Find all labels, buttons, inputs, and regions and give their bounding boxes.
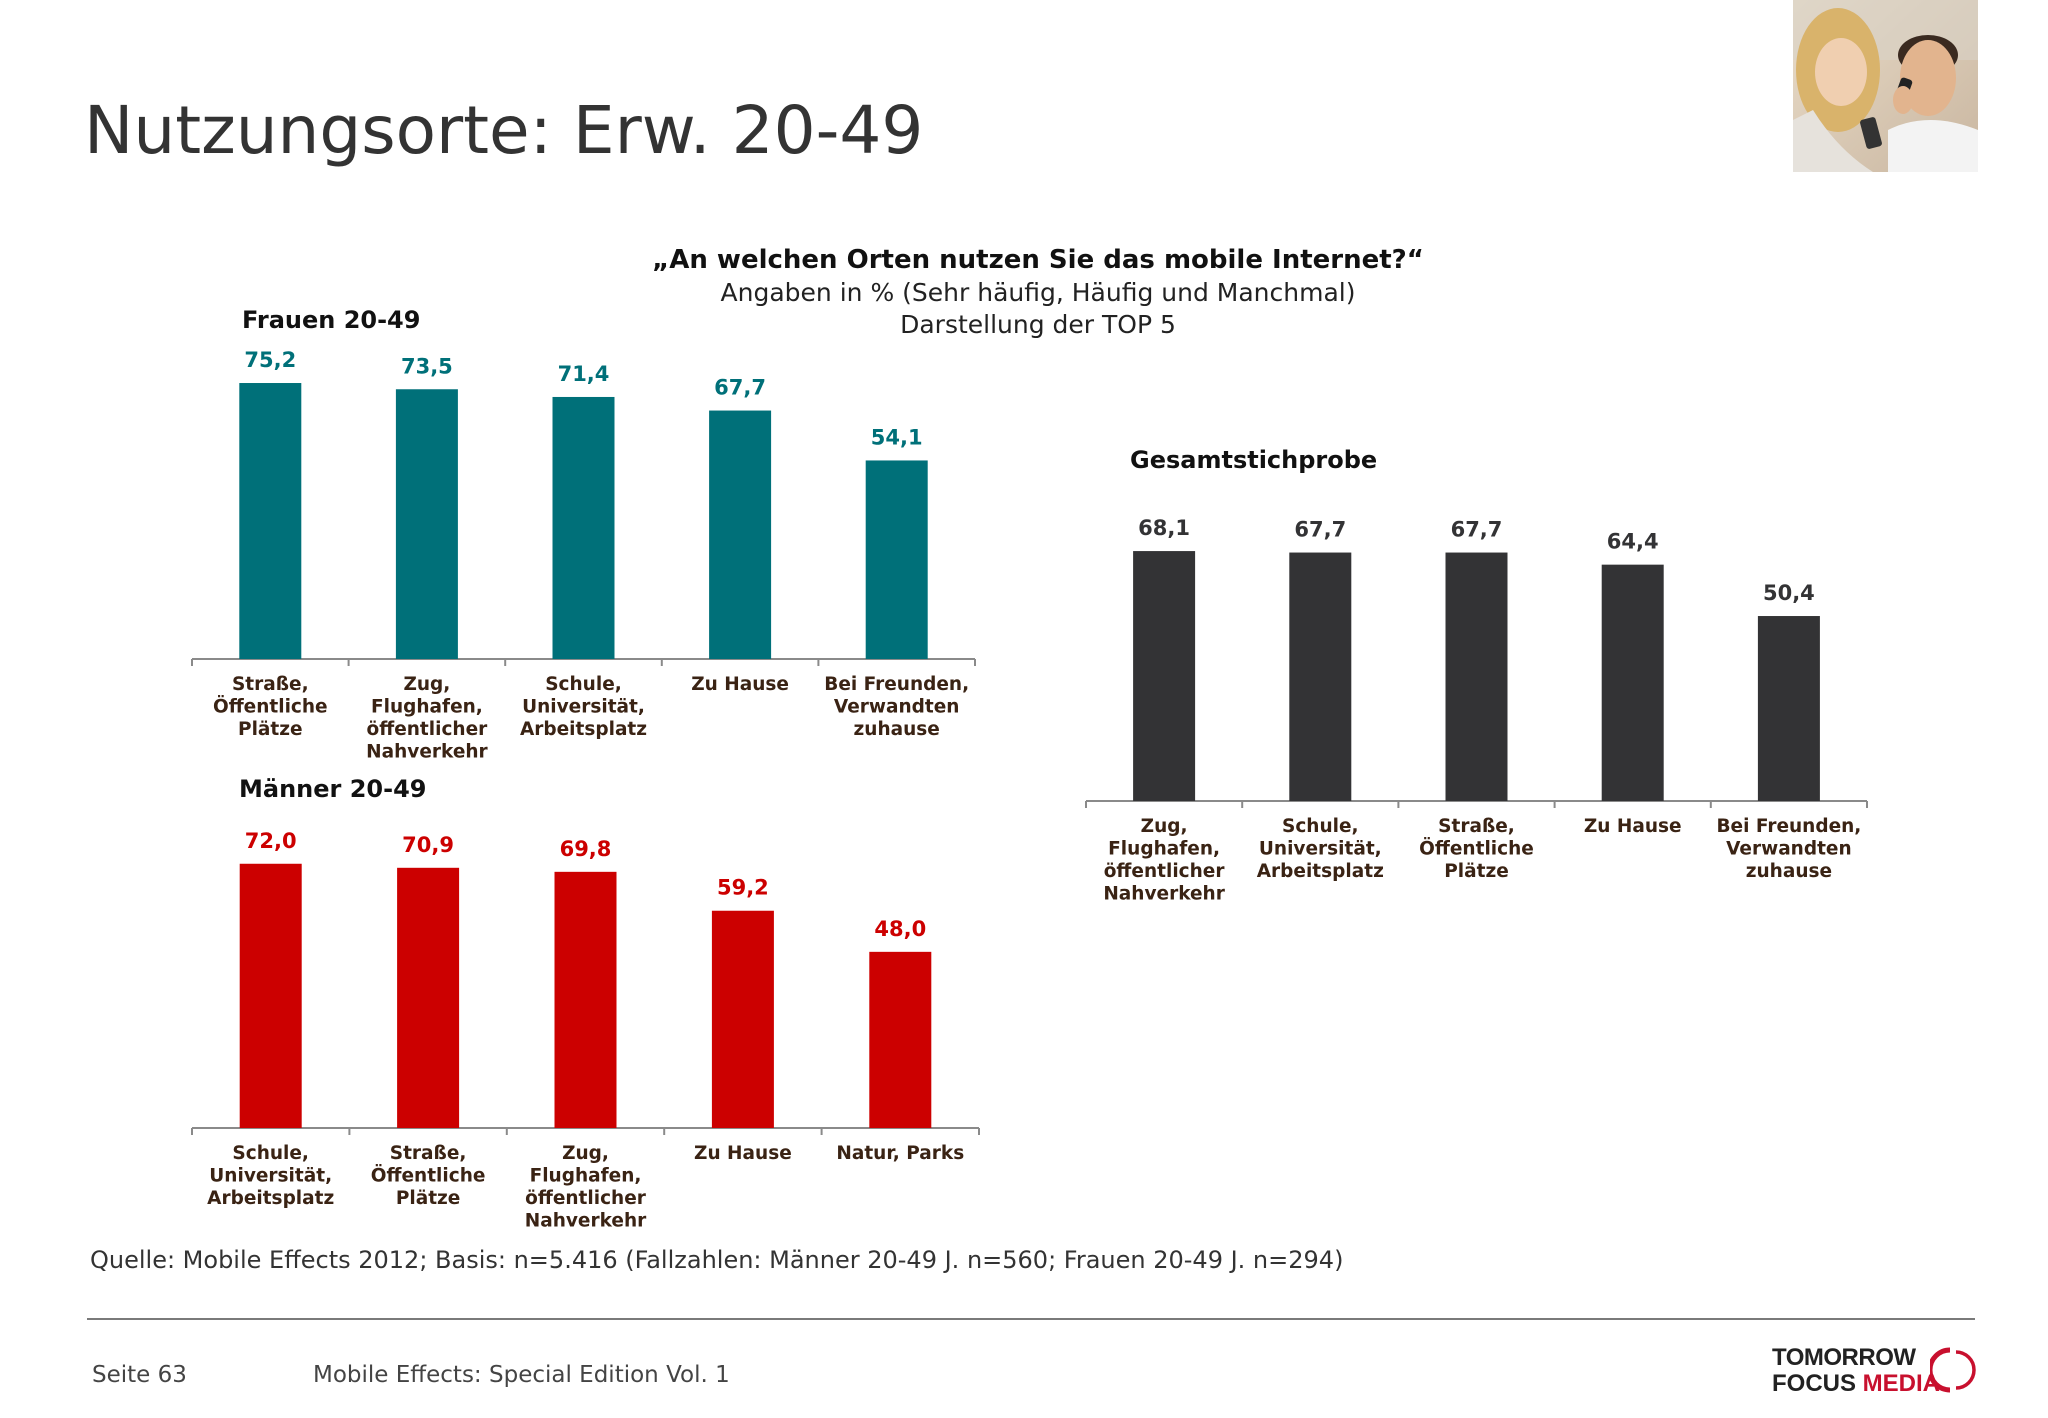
frauen-category-label: Nahverkehr — [366, 742, 488, 763]
frauen-value-label: 73,5 — [401, 354, 453, 378]
header-photo — [1793, 0, 1978, 172]
frauen-category-label: Zug, — [403, 674, 450, 695]
maenner-category-label: Plätze — [396, 1188, 461, 1209]
frauen-category-label: Verwandten — [834, 697, 960, 718]
frauen-category-label: Öffentliche — [213, 696, 328, 718]
frauen-bar — [709, 410, 772, 659]
maenner-bar — [554, 871, 617, 1128]
gesamt-category-label: Bei Freunden, — [1716, 816, 1861, 837]
frauen-value-label: 75,2 — [244, 348, 296, 372]
maenner-category-label: Nahverkehr — [525, 1211, 647, 1232]
frauen-category-label: Arbeitsplatz — [520, 719, 647, 740]
maenner-category-label: Natur, Parks — [836, 1143, 964, 1164]
gesamt-bar — [1133, 551, 1196, 801]
maenner-value-label: 70,9 — [402, 833, 454, 857]
logo-text-media: MEDIA — [1862, 1370, 1941, 1397]
maenner-bar — [711, 910, 774, 1128]
chart-title-frauen: Frauen 20-49 — [242, 306, 421, 334]
gesamt-category-label: Schule, — [1282, 816, 1359, 837]
maenner-value-label: 59,2 — [717, 876, 769, 900]
frauen-category-label: zuhause — [854, 719, 940, 740]
frauen-value-label: 54,1 — [871, 425, 923, 449]
gesamt-value-label: 67,7 — [1451, 518, 1503, 542]
frauen-category-label: Zu Hause — [691, 674, 789, 695]
gesamt-category-label: Universität, — [1259, 839, 1382, 860]
gesamt-category-label: Arbeitsplatz — [1257, 861, 1384, 882]
frauen-value-label: 67,7 — [714, 376, 766, 400]
frauen-category-label: öffentlicher — [367, 719, 489, 740]
maenner-value-label: 72,0 — [245, 829, 297, 853]
maenner-bar — [397, 867, 460, 1128]
logo-text-line1: TOMORROW — [1772, 1344, 1916, 1371]
gesamt-value-label: 64,4 — [1607, 530, 1659, 554]
gesamt-category-label: zuhause — [1746, 861, 1832, 882]
maenner-value-label: 69,8 — [560, 837, 612, 861]
frauen-category-label: Plätze — [238, 719, 303, 740]
maenner-category-label: Straße, — [390, 1143, 467, 1164]
gesamt-category-label: Zu Hause — [1584, 816, 1682, 837]
gesamt-category-label: Flughafen, — [1108, 839, 1220, 860]
frauen-category-label: Bei Freunden, — [824, 674, 969, 695]
gesamt-bar — [1757, 616, 1820, 801]
publication-title: Mobile Effects: Special Edition Vol. 1 — [313, 1362, 730, 1388]
gesamt-category-label: Öffentliche — [1419, 838, 1534, 860]
maenner-category-label: Zu Hause — [694, 1143, 792, 1164]
chart-title-maenner: Männer 20-49 — [239, 775, 427, 803]
frauen-category-label: Straße, — [232, 674, 309, 695]
frauen-bar — [552, 396, 615, 659]
maenner-category-label: Schule, — [232, 1143, 309, 1164]
frauen-bar — [239, 383, 302, 659]
page-title: Nutzungsorte: Erw. 20-49 — [84, 92, 924, 169]
frauen-bar — [395, 389, 458, 659]
frauen-bar — [865, 460, 928, 659]
maenner-bar — [239, 863, 302, 1128]
frauen-category-label: Universität, — [522, 697, 645, 718]
question-note: Darstellung der TOP 5 — [900, 310, 1176, 339]
gesamt-category-label: Verwandten — [1726, 839, 1852, 860]
footer-divider — [87, 1318, 1975, 1320]
maenner-category-label: Zug, — [562, 1143, 609, 1164]
chart-title-gesamt: Gesamtstichprobe — [1130, 446, 1378, 474]
logo-text-line2: FOCUS MEDIA — [1772, 1370, 1940, 1398]
logo-text-focus: FOCUS — [1772, 1370, 1856, 1397]
question-subtitle: Angaben in % (Sehr häufig, Häufig und Ma… — [720, 278, 1356, 307]
maenner-category-label: Arbeitsplatz — [207, 1188, 334, 1209]
frauen-category-label: Flughafen, — [371, 697, 483, 718]
gesamt-category-label: Straße, — [1438, 816, 1515, 837]
logo-mark-icon — [1930, 1347, 1976, 1393]
survey-question: „An welchen Orten nutzen Sie das mobile … — [652, 245, 1424, 275]
gesamt-value-label: 67,7 — [1294, 518, 1346, 542]
gesamt-bar — [1601, 564, 1664, 801]
maenner-category-label: öffentlicher — [525, 1188, 647, 1209]
source-note: Quelle: Mobile Effects 2012; Basis: n=5.… — [90, 1246, 1344, 1274]
gesamt-value-label: 50,4 — [1763, 581, 1815, 605]
maenner-category-label: Öffentliche — [371, 1165, 486, 1187]
maenner-value-label: 48,0 — [874, 917, 926, 941]
maenner-category-label: Flughafen, — [530, 1166, 642, 1187]
maenner-bar — [869, 951, 932, 1128]
frauen-category-label: Schule, — [545, 674, 622, 695]
gesamt-category-label: Plätze — [1444, 861, 1509, 882]
gesamt-value-label: 68,1 — [1138, 516, 1190, 540]
gesamt-category-label: öffentlicher — [1104, 861, 1226, 882]
tomorrow-focus-media-logo: TOMORROW FOCUS MEDIA — [1770, 1342, 1980, 1398]
gesamt-category-label: Zug, — [1141, 816, 1188, 837]
gesamt-bar — [1445, 552, 1508, 801]
maenner-category-label: Universität, — [209, 1166, 332, 1187]
frauen-value-label: 71,4 — [558, 362, 610, 386]
page-number: Seite 63 — [92, 1362, 187, 1388]
couple-photo-image — [1793, 0, 1978, 172]
gesamt-bar — [1289, 552, 1352, 801]
gesamt-category-label: Nahverkehr — [1103, 884, 1225, 905]
